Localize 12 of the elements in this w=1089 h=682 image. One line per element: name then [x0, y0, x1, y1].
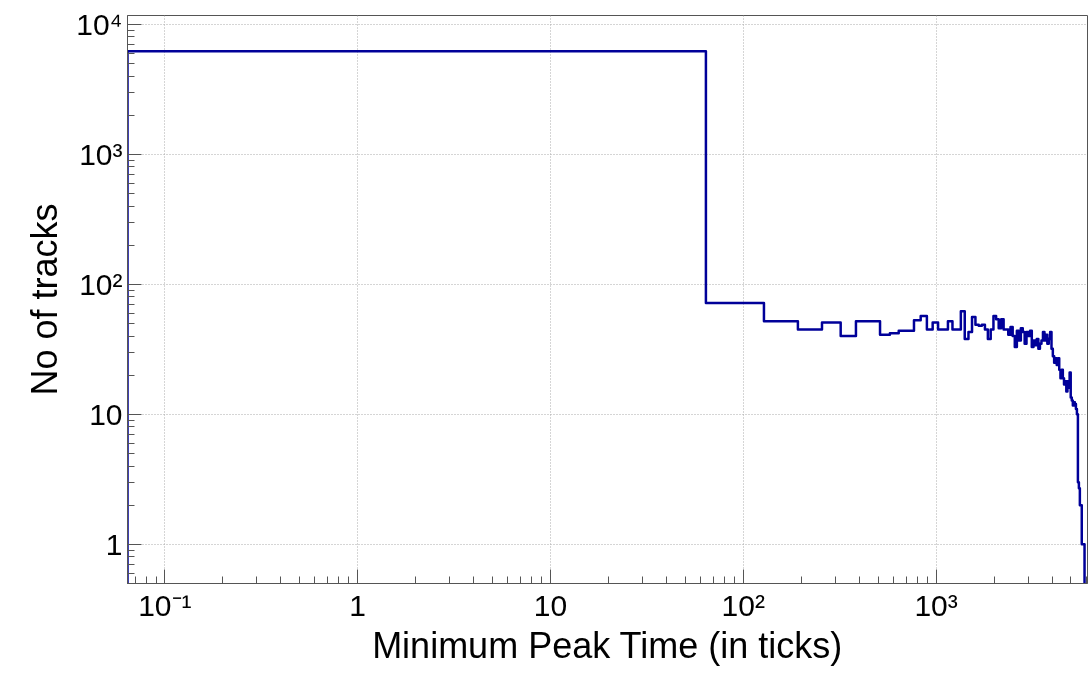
x-tick-label: 10³ [914, 588, 958, 622]
x-axis-title: Minimum Peak Time (in ticks) [372, 624, 843, 666]
y-tick-label: 10 [89, 397, 123, 431]
y-tick-label: 10² [79, 267, 123, 301]
y-tick-label: 10⁴ [76, 7, 123, 41]
x-tick-label: 1 [349, 588, 367, 622]
x-tick-label: 10² [721, 588, 765, 622]
x-tick-label: 10⁻¹ [138, 588, 192, 622]
y-axis-title: No of tracks [24, 203, 66, 396]
y-tick-label: 10³ [79, 137, 123, 171]
y-tick-label: 1 [105, 527, 123, 561]
x-tick-label: 10 [533, 588, 568, 622]
